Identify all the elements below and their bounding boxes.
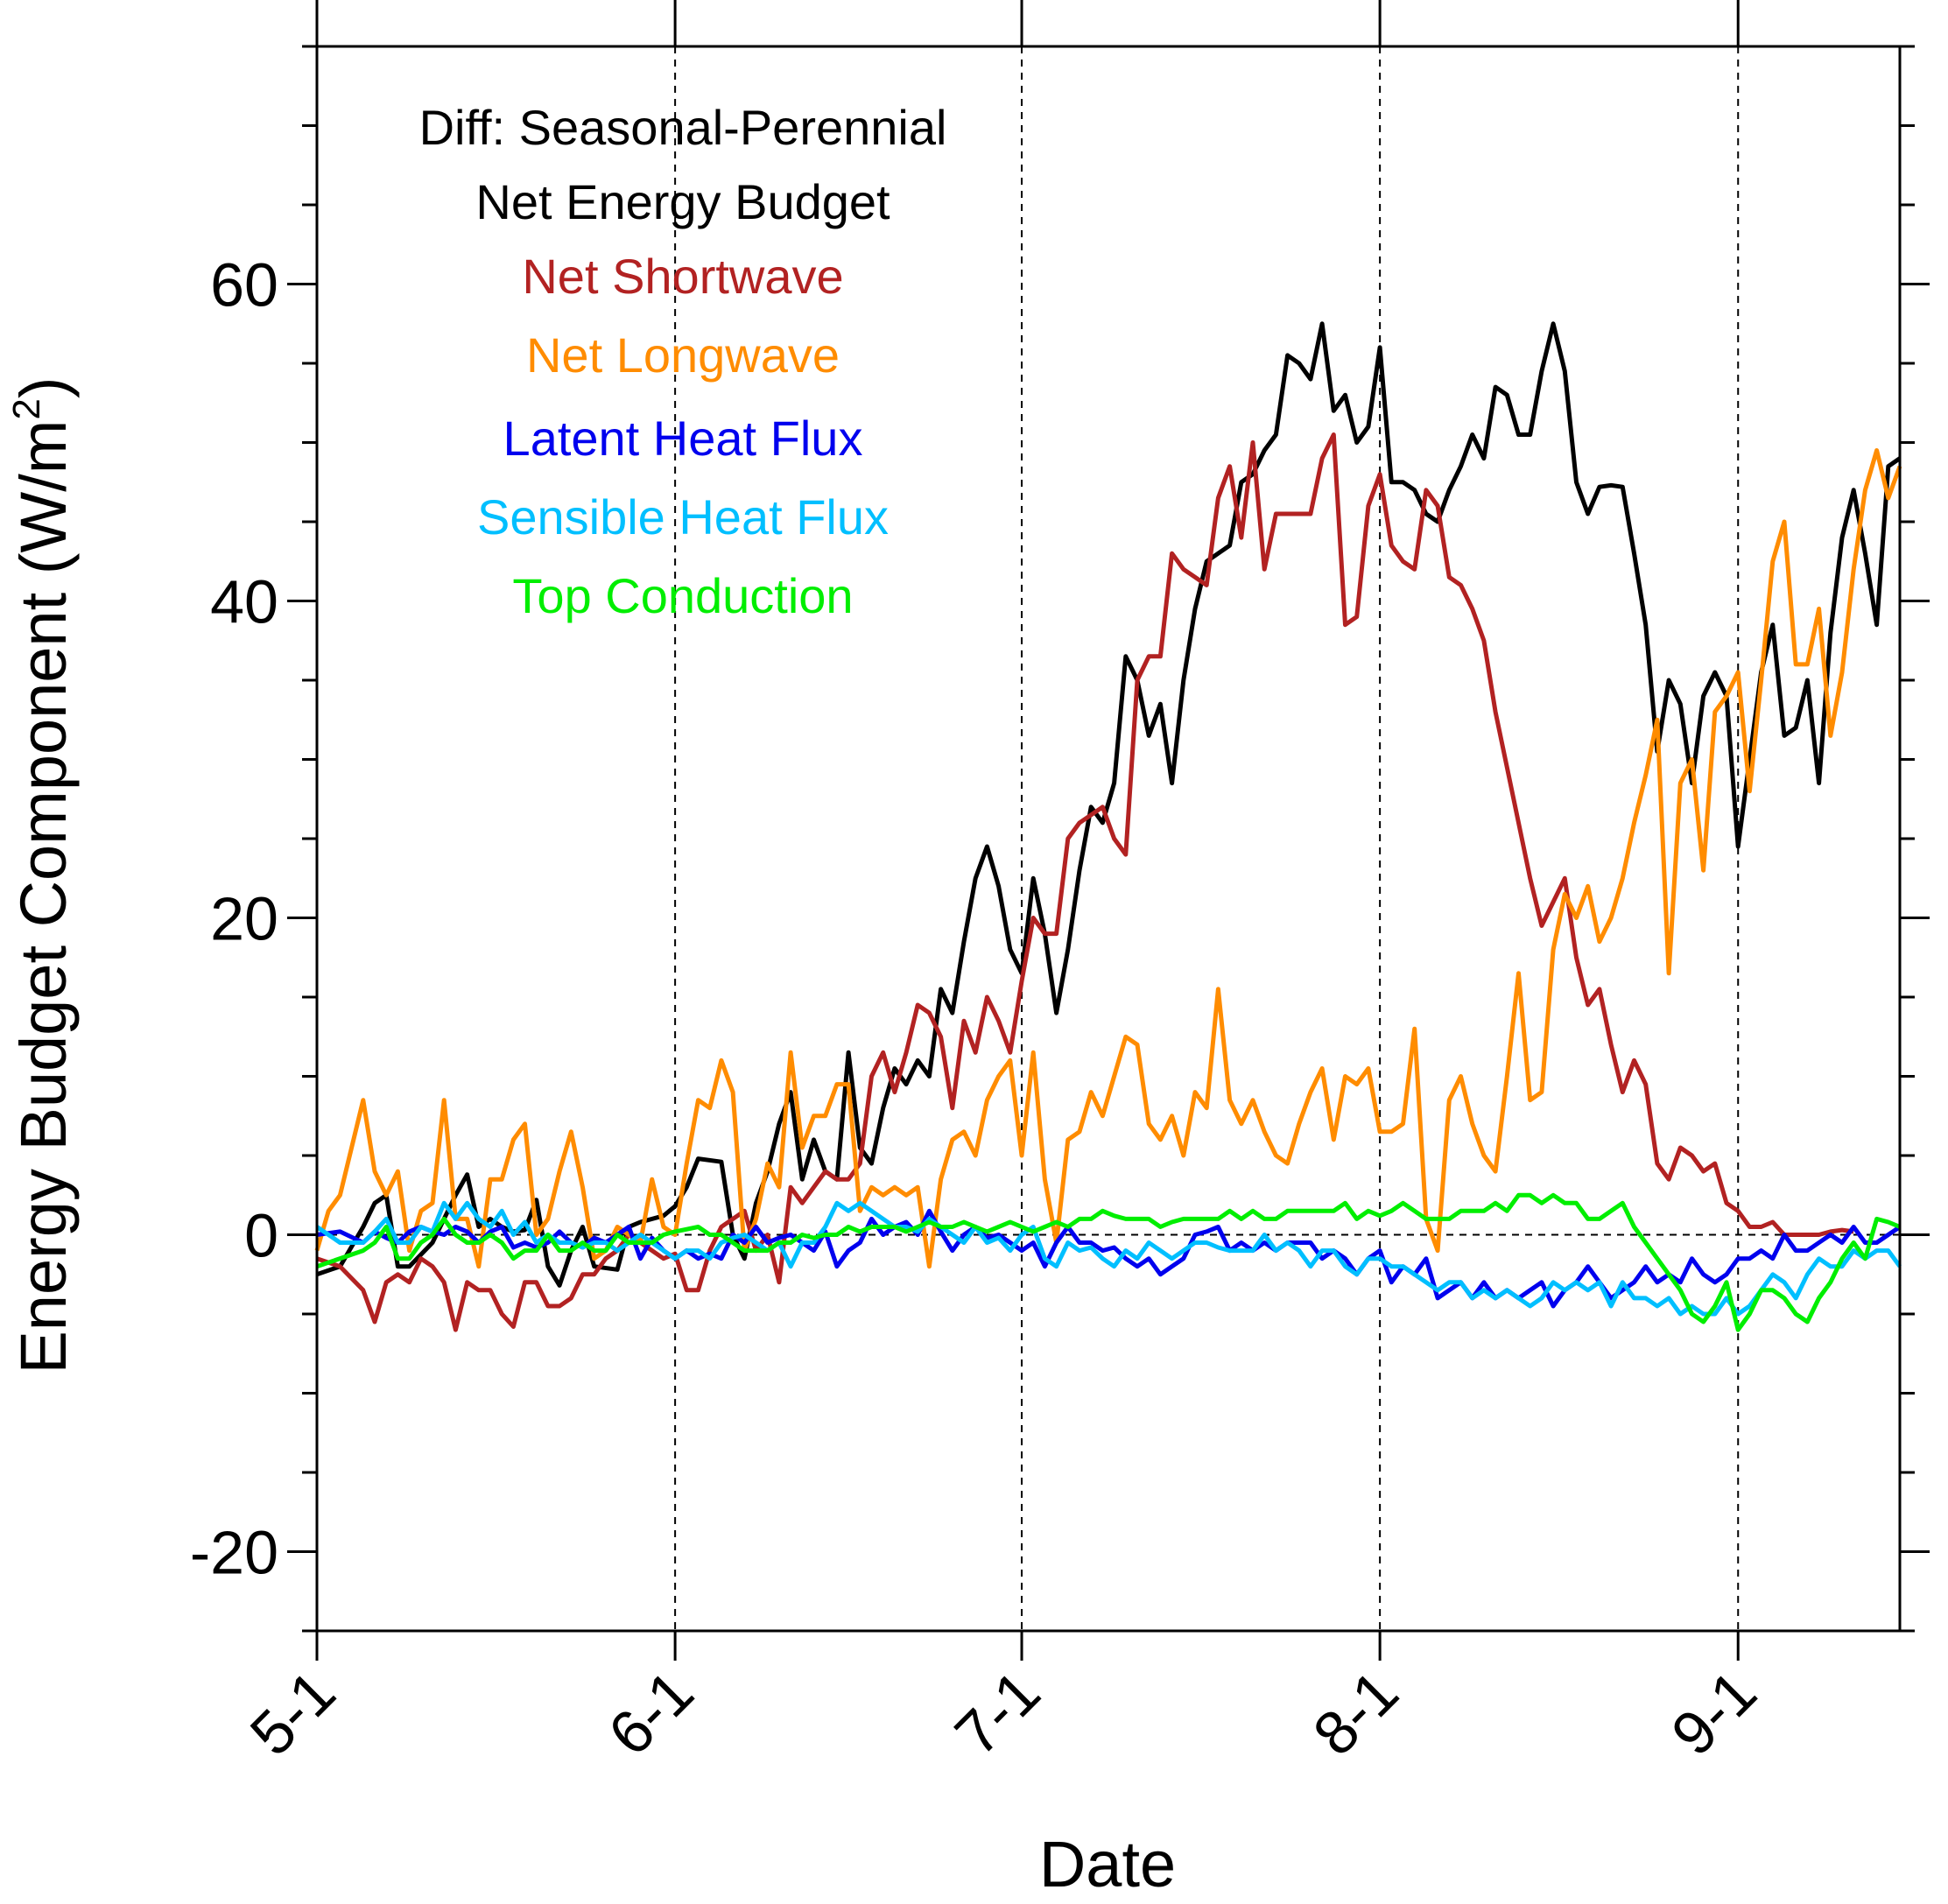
y-axis-title-superscript: 2 bbox=[5, 398, 48, 419]
legend-entry-3: Latent Heat Flux bbox=[503, 411, 863, 466]
legend-title: Diff: Seasonal-Perennial bbox=[419, 100, 947, 155]
y-axis-title-main: Energy Budget Component (W/m bbox=[7, 420, 80, 1374]
y-tick-label: -20 bbox=[190, 1519, 278, 1587]
legend-entry-5: Top Conduction bbox=[512, 568, 853, 623]
y-tick-label: 60 bbox=[210, 251, 278, 320]
legend-entry-0: Net Energy Budget bbox=[475, 174, 890, 229]
y-tick-label: 20 bbox=[210, 885, 278, 953]
axis-ticks bbox=[287, 0, 1930, 1661]
legend-entry-4: Sensible Heat Flux bbox=[477, 489, 889, 545]
series-line-1 bbox=[316, 432, 1854, 1332]
series-line-2 bbox=[314, 448, 1902, 1269]
y-axis-title: Energy Budget Component (W/m2) bbox=[5, 376, 80, 1374]
series-line-5 bbox=[316, 1192, 1901, 1332]
series-layer bbox=[314, 321, 1902, 1332]
series-line-3 bbox=[316, 1208, 1902, 1309]
series-line-4 bbox=[315, 1200, 1902, 1317]
series-line-0 bbox=[316, 321, 1902, 1288]
y-tick-label: 0 bbox=[244, 1202, 278, 1270]
legend-entry-1: Net Shortwave bbox=[522, 249, 843, 304]
legend: Net Energy Budget Net Shortwave Net Longwa… bbox=[475, 174, 890, 623]
y-tick-label: 40 bbox=[210, 568, 278, 636]
y-axis-title-close: ) bbox=[7, 376, 80, 398]
x-axis-title: Date bbox=[1039, 1828, 1176, 1900]
legend-entry-2: Net Longwave bbox=[526, 327, 840, 383]
